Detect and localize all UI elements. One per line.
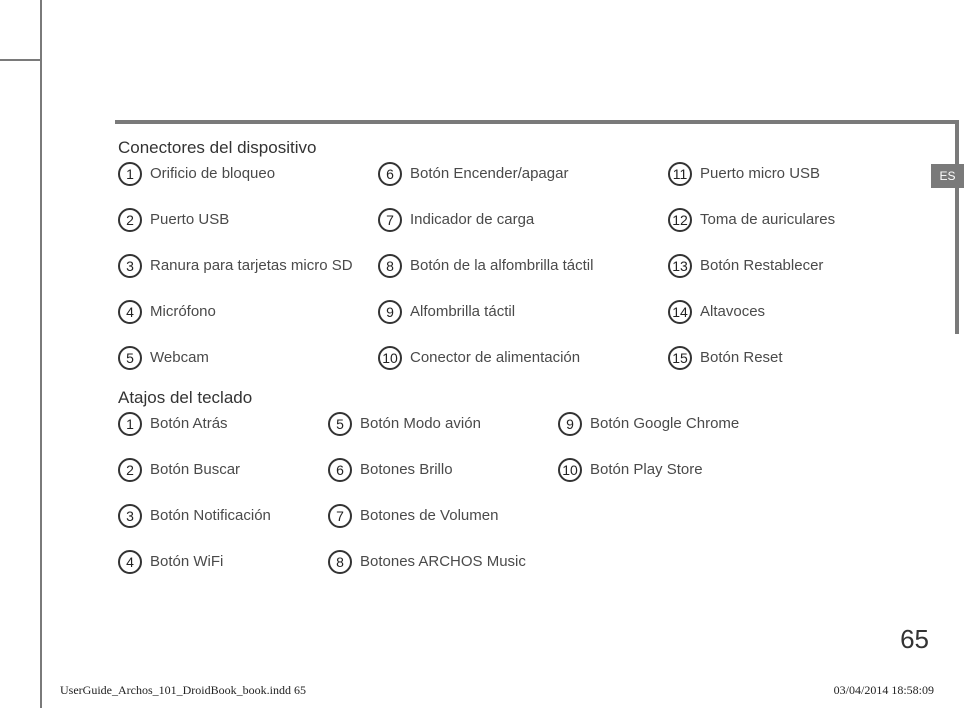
number-circle-icon: 6 [328, 458, 352, 482]
number-circle-icon: 1 [118, 412, 142, 436]
number-circle-icon: 2 [118, 208, 142, 232]
connector-label: Puerto micro USB [700, 166, 820, 183]
crop-mark-top [0, 59, 40, 61]
connector-item-7: 7 Indicador de carga [378, 208, 668, 232]
shortcut-label: Botones de Volumen [360, 508, 498, 525]
connector-label: Webcam [150, 350, 209, 367]
connector-item-3: 3 Ranura para tarjetas micro SD [118, 254, 378, 278]
connector-label: Puerto USB [150, 212, 229, 229]
connector-item-12: 12 Toma de auriculares [668, 208, 928, 232]
shortcut-item-7: 7 Botones de Volumen [328, 504, 558, 528]
number-circle-icon: 9 [378, 300, 402, 324]
number-circle-icon: 6 [378, 162, 402, 186]
number-circle-icon: 2 [118, 458, 142, 482]
connector-item-11: 11 Puerto micro USB [668, 162, 928, 186]
connector-label: Micrófono [150, 304, 216, 321]
number-circle-icon: 5 [118, 346, 142, 370]
connector-item-4: 4 Micrófono [118, 300, 378, 324]
shortcut-label: Botón WiFi [150, 554, 223, 571]
shortcut-label: Botón Atrás [150, 416, 228, 433]
connector-label: Botón de la alfombrilla táctil [410, 258, 593, 275]
number-circle-icon: 11 [668, 162, 692, 186]
shortcut-label: Botón Google Chrome [590, 416, 739, 433]
section-title-shortcuts: Atajos del teclado [118, 388, 938, 408]
section-title-connectors: Conectores del dispositivo [118, 138, 938, 158]
page-number: 65 [900, 624, 929, 655]
connector-item-10: 10 Conector de alimentación [378, 346, 668, 370]
connector-label: Botón Reset [700, 350, 783, 367]
connector-label: Indicador de carga [410, 212, 534, 229]
shortcut-item-4: 4 Botón WiFi [118, 550, 328, 574]
number-circle-icon: 8 [378, 254, 402, 278]
connector-label: Conector de alimentación [410, 350, 580, 367]
shortcut-item-8: 8 Botones ARCHOS Music [328, 550, 558, 574]
connector-item-13: 13 Botón Restablecer [668, 254, 928, 278]
number-circle-icon: 3 [118, 254, 142, 278]
connector-item-5: 5 Webcam [118, 346, 378, 370]
number-circle-icon: 15 [668, 346, 692, 370]
number-circle-icon: 12 [668, 208, 692, 232]
connector-item-2: 2 Puerto USB [118, 208, 378, 232]
connector-label: Orificio de bloqueo [150, 166, 275, 183]
connector-label: Altavoces [700, 304, 765, 321]
footer-datetime: 03/04/2014 18:58:09 [834, 683, 934, 698]
shortcut-label: Botón Modo avión [360, 416, 481, 433]
shortcut-item-3: 3 Botón Notificación [118, 504, 328, 528]
number-circle-icon: 7 [328, 504, 352, 528]
shortcut-item-6: 6 Botones Brillo [328, 458, 558, 482]
shortcut-label: Botón Buscar [150, 462, 240, 479]
shortcut-label: Botones ARCHOS Music [360, 554, 526, 571]
shortcut-item-1: 1 Botón Atrás [118, 412, 328, 436]
connector-label: Ranura para tarjetas micro SD [150, 258, 353, 275]
connector-label: Toma de auriculares [700, 212, 835, 229]
number-circle-icon: 5 [328, 412, 352, 436]
connector-item-6: 6 Botón Encender/apagar [378, 162, 668, 186]
shortcut-item-9: 9 Botón Google Chrome [558, 412, 818, 436]
connector-label: Botón Restablecer [700, 258, 823, 275]
footer-filename: UserGuide_Archos_101_DroidBook_book.indd… [60, 683, 306, 698]
shortcut-label: Botón Play Store [590, 462, 703, 479]
shortcut-item-10: 10 Botón Play Store [558, 458, 818, 482]
number-circle-icon: 8 [328, 550, 352, 574]
connector-item-14: 14 Altavoces [668, 300, 928, 324]
connector-label: Alfombrilla táctil [410, 304, 515, 321]
number-circle-icon: 9 [558, 412, 582, 436]
connector-item-1: 1 Orificio de bloqueo [118, 162, 378, 186]
connector-item-9: 9 Alfombrilla táctil [378, 300, 668, 324]
number-circle-icon: 14 [668, 300, 692, 324]
page-frame-right [955, 120, 959, 334]
shortcut-item-5: 5 Botón Modo avión [328, 412, 558, 436]
shortcuts-grid: 1 Botón Atrás 5 Botón Modo avión 9 Botón Go… [118, 412, 938, 574]
number-circle-icon: 3 [118, 504, 142, 528]
number-circle-icon: 1 [118, 162, 142, 186]
shortcut-label: Botones Brillo [360, 462, 453, 479]
number-circle-icon: 10 [558, 458, 582, 482]
crop-mark-left [40, 0, 42, 708]
number-circle-icon: 13 [668, 254, 692, 278]
connector-label: Botón Encender/apagar [410, 166, 568, 183]
number-circle-icon: 4 [118, 300, 142, 324]
shortcut-label: Botón Notificación [150, 508, 271, 525]
page-content: Conectores del dispositivo 1 Orificio de … [118, 138, 938, 592]
footer-bar: UserGuide_Archos_101_DroidBook_book.indd… [60, 683, 934, 698]
number-circle-icon: 7 [378, 208, 402, 232]
page-frame-top [115, 120, 959, 124]
number-circle-icon: 4 [118, 550, 142, 574]
connectors-grid: 1 Orificio de bloqueo 6 Botón Encender/apa… [118, 162, 938, 370]
connector-item-15: 15 Botón Reset [668, 346, 928, 370]
number-circle-icon: 10 [378, 346, 402, 370]
shortcut-item-2: 2 Botón Buscar [118, 458, 328, 482]
connector-item-8: 8 Botón de la alfombrilla táctil [378, 254, 668, 278]
